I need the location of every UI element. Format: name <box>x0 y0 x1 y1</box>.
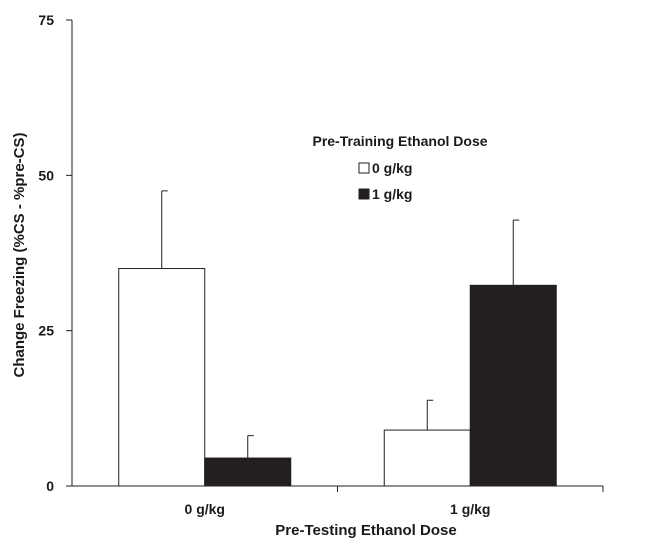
x-tick-label: 0 g/kg <box>185 501 225 517</box>
legend-swatch-1-g-kg <box>358 188 370 200</box>
y-axis-title: Change Freezing (%CS - %pre-CS) <box>11 132 28 377</box>
legend-label-0-g-kg: 0 g/kg <box>372 160 412 176</box>
bar-1-g-kg-0-g-kg <box>383 429 471 487</box>
legend-label-1-g-kg: 1 g/kg <box>372 186 412 202</box>
y-tick-label: 25 <box>38 323 54 339</box>
tick-labels: 0 25 50 75 0 g/kg 1 g/kg <box>38 12 490 517</box>
x-tick-label: 1 g/kg <box>450 501 490 517</box>
y-tick-label: 50 <box>38 167 54 183</box>
legend-swatch-0-g-kg <box>358 162 370 174</box>
y-tick-label: 75 <box>38 12 54 28</box>
bar-0-g-kg-1-g-kg <box>204 457 292 487</box>
bar-1-g-kg-1-g-kg <box>469 284 557 487</box>
y-tick-label: 0 <box>46 478 54 494</box>
x-axis-title: Pre-Testing Ethanol Dose <box>275 522 456 539</box>
bar-0-g-kg-0-g-kg <box>118 268 206 487</box>
bars-group <box>118 190 557 487</box>
legend-title: Pre-Training Ethanol Dose <box>312 133 487 149</box>
legend: Pre-Training Ethanol Dose 0 g/kg 1 g/kg <box>312 133 487 202</box>
